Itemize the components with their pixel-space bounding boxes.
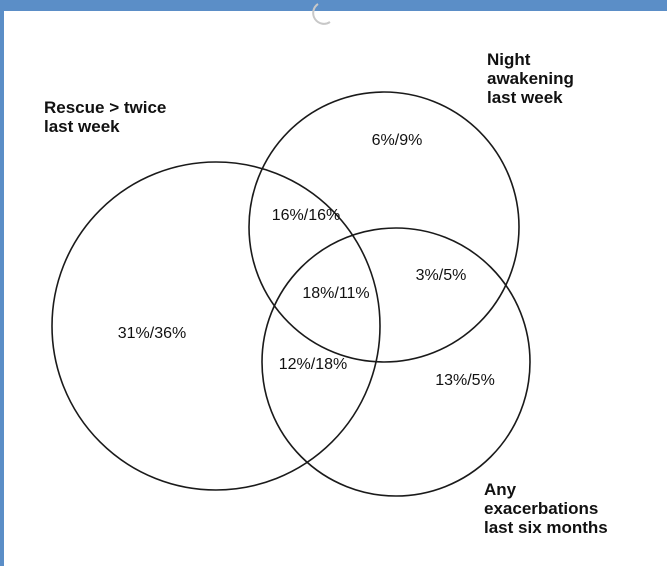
label-rescue: Rescue > twice last week xyxy=(44,98,167,136)
label-exacerbations: Any exacerbations last six months xyxy=(484,480,608,537)
label-night-awakening: Night awakening last week xyxy=(487,50,574,107)
region-rescue-only: 31%/36% xyxy=(117,325,187,342)
region-all-three: 18%/11% xyxy=(302,285,370,302)
region-rescue-night: 16%/16% xyxy=(271,207,341,224)
region-rescue-exacerbations: 12%/18% xyxy=(278,356,348,373)
circle-rescue xyxy=(51,161,381,491)
frame-top-bar xyxy=(0,0,667,11)
watermark-mark xyxy=(312,3,331,25)
frame-left-bar xyxy=(0,0,4,566)
circle-exacerbations xyxy=(261,227,531,497)
region-night-exacerbations: 3%/5% xyxy=(415,267,467,284)
circle-night xyxy=(248,91,520,363)
region-exacerbations-only: 13%/5% xyxy=(435,372,495,389)
region-night-only: 6%/9% xyxy=(371,132,423,149)
